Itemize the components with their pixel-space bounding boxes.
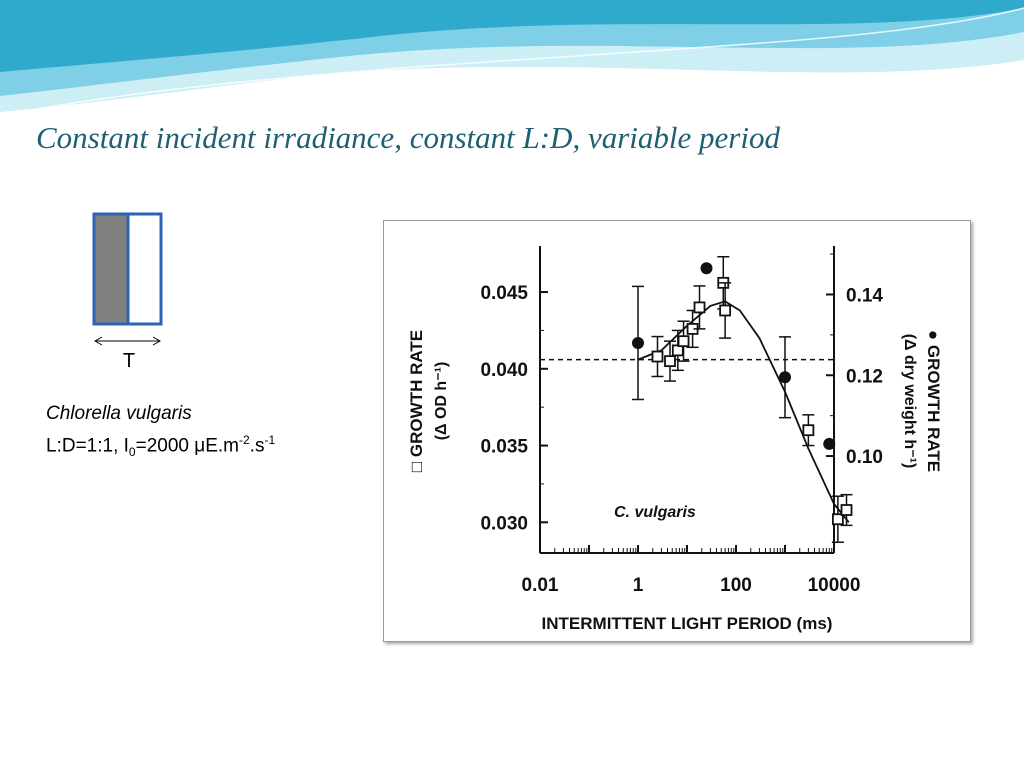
wave-highlight <box>19 7 1024 113</box>
conditions-exponent-1: -2 <box>239 433 250 447</box>
y-left-tick-label: 0.030 <box>480 513 528 534</box>
y-left-tick-label: 0.040 <box>480 360 528 381</box>
conditions-mu: μ <box>194 435 206 457</box>
open-square-point <box>840 504 853 516</box>
conditions-subscript: 0 <box>128 445 136 460</box>
y-left-axis-unit: (Δ OD h⁻¹) <box>433 362 450 441</box>
open-square-point <box>651 350 664 363</box>
x-tick-label: 0.01 <box>522 575 559 596</box>
growth-rate-chart: 0.030 0.035 0.040 0.045 0.10 0.12 0.14 0.01 1 100… <box>407 246 943 633</box>
y-left-axis-title: □ GROWTH RATE <box>407 330 426 472</box>
slide-title: Constant incident irradiance, constant L… <box>36 120 780 155</box>
wave-band-dark <box>0 0 1024 72</box>
x-tick-label: 1 <box>633 575 644 596</box>
filled-circle-point <box>779 371 791 384</box>
y-right-tick-label: 0.10 <box>846 447 883 468</box>
filled-circle-point <box>632 336 644 349</box>
y-right-tick-label: 0.14 <box>846 285 883 306</box>
period-diagram <box>92 212 163 346</box>
x-tick-label: 10000 <box>808 575 861 596</box>
dark-phase-rect <box>94 214 128 324</box>
species-name: Chlorella vulgaris <box>46 403 192 424</box>
open-square-point <box>693 301 706 314</box>
open-square-point <box>802 424 815 437</box>
figure-panel: 0.030 0.035 0.040 0.045 0.10 0.12 0.14 0.01 1 100… <box>383 220 971 642</box>
y-right-axis-unit: (Δ dry weight h⁻¹) <box>901 334 918 469</box>
conditions-unit-2: .s <box>249 435 265 457</box>
conditions-prefix: L:D=1:1, I <box>46 435 129 457</box>
conditions-unit: E.m <box>205 435 239 457</box>
conditions-value: =2000 <box>135 435 195 457</box>
light-phase-rect <box>128 214 161 324</box>
experimental-conditions: L:D=1:1, I0=2000 μE.m-2.s-1 <box>46 433 275 459</box>
x-tick-label: 100 <box>720 575 752 596</box>
filled-circle-point <box>700 262 713 275</box>
header-wave-decoration <box>0 0 1024 113</box>
species-annotation: C. vulgaris <box>614 504 696 521</box>
filled-circle-point <box>823 437 836 450</box>
period-arrow <box>93 336 162 346</box>
x-axis-title: INTERMITTENT LIGHT PERIOD (ms) <box>542 614 833 633</box>
open-square-point <box>677 335 690 348</box>
y-right-tick-label: 0.12 <box>846 366 883 387</box>
y-left-tick-label: 0.045 <box>480 283 528 304</box>
open-square-point <box>719 304 732 317</box>
y-left-tick-label: 0.035 <box>480 437 528 458</box>
period-label: T <box>122 350 136 372</box>
fit-curve <box>637 300 850 523</box>
conditions-exponent-2: -1 <box>264 433 276 447</box>
open-square-point <box>664 355 676 368</box>
y-right-axis-title: ● GROWTH RATE <box>924 330 943 472</box>
open-square-point <box>831 513 844 526</box>
